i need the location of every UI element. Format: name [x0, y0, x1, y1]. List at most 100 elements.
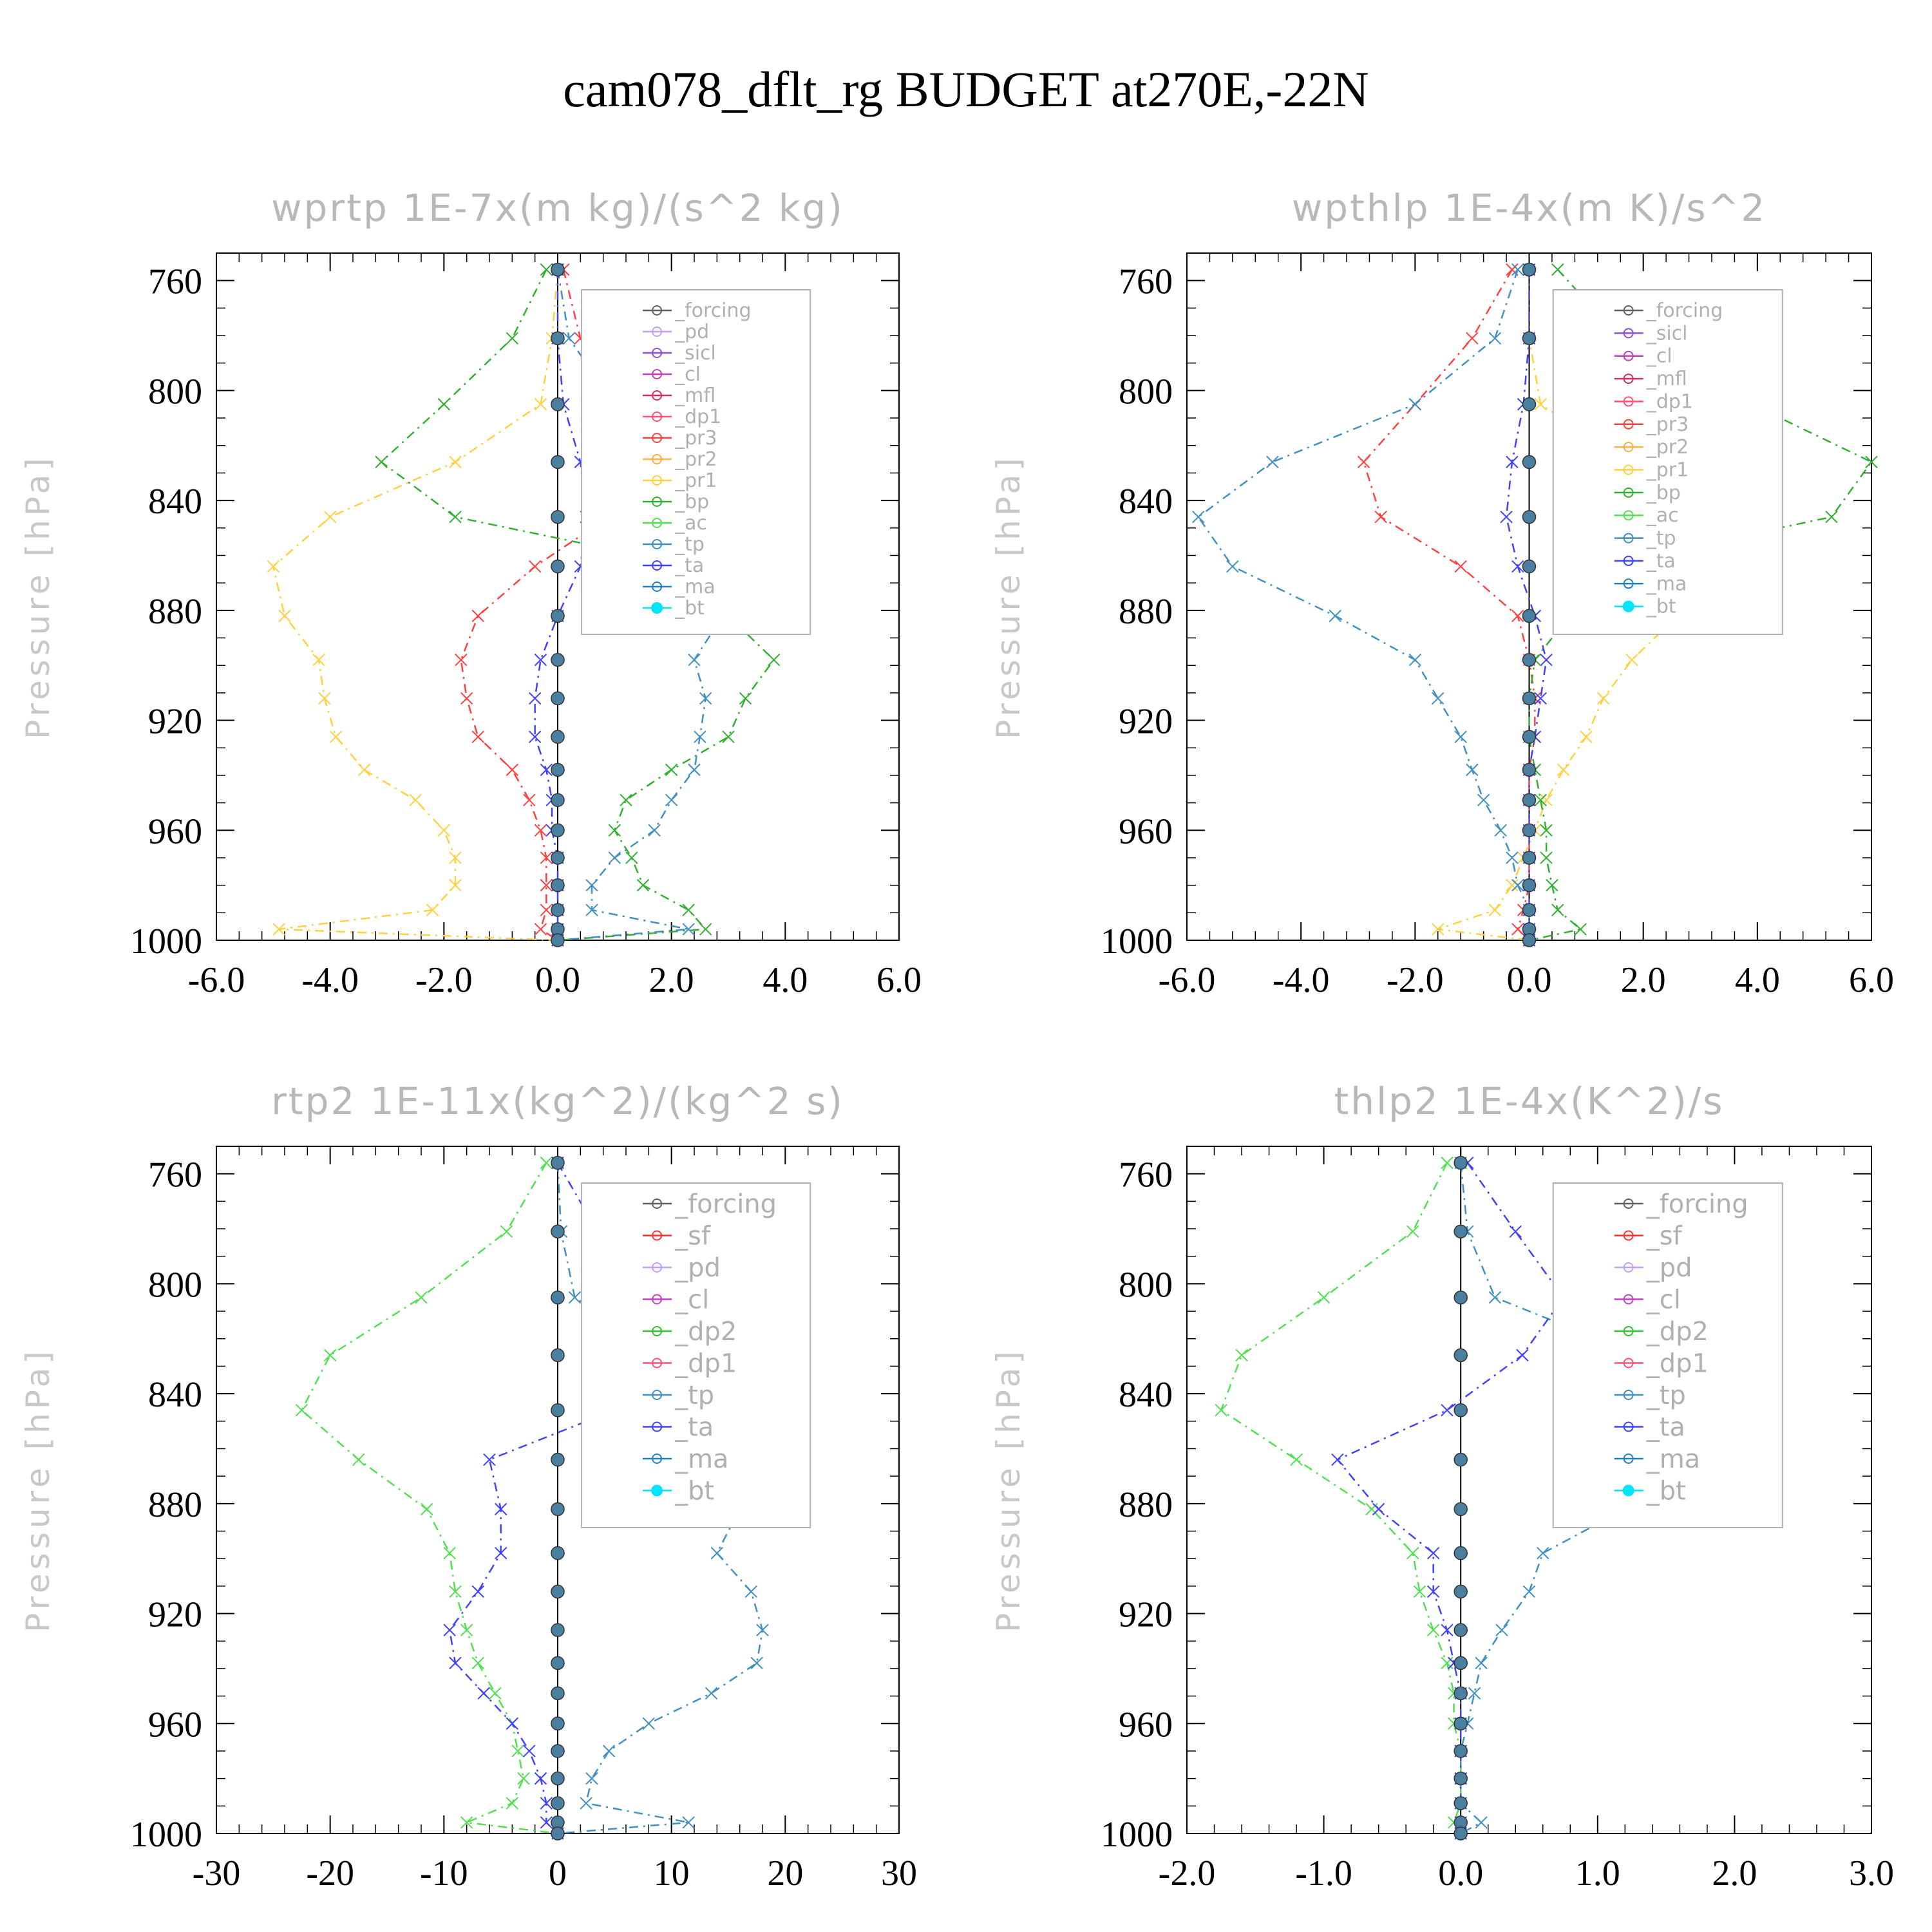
bt-marker: [551, 1546, 565, 1560]
data-point: [449, 511, 462, 524]
series-dp1: [1215, 1156, 1467, 1840]
bt-marker: [1454, 1155, 1468, 1170]
bt-marker: [551, 455, 565, 469]
data-point: [540, 1156, 553, 1170]
x-tick-label: -2.0: [1159, 1853, 1216, 1893]
bt-marker: [1522, 652, 1537, 667]
bt-marker: [1454, 1224, 1468, 1239]
legend-entry: _cl: [1614, 345, 1672, 368]
bt-marker: [551, 1623, 565, 1637]
data-point: [272, 923, 285, 936]
legend-label: _dp2: [674, 1317, 737, 1347]
x-tick-label: 0.0: [1507, 960, 1552, 1000]
data-point: [449, 1585, 462, 1598]
data-point: [1494, 824, 1507, 837]
legend-swatch-marker: [1623, 1294, 1634, 1305]
series-line: [380, 269, 775, 942]
legend-entry: _pd: [643, 321, 709, 343]
legend-entry: _bt: [1614, 596, 1676, 618]
legend-label: _ma: [1646, 1444, 1700, 1474]
data-point: [1495, 1624, 1508, 1636]
legend-label: _bt: [1646, 596, 1676, 618]
legend-swatch-marker: [1623, 328, 1634, 339]
legend-label: _pr3: [1646, 413, 1689, 436]
legend-swatch-marker: [652, 539, 663, 549]
panel-title: wprtp 1E-7x(m kg)/(s^2 kg): [271, 186, 844, 230]
data-point: [523, 1745, 536, 1757]
legend-entry: _forcing: [1614, 299, 1723, 322]
legend-label: _ta: [1646, 550, 1676, 573]
series-line: [448, 1162, 690, 1834]
data-point: [460, 1624, 473, 1636]
bt-marker: [1522, 903, 1537, 917]
legend-label: _sicl: [1646, 322, 1688, 345]
legend-swatch-marker: [1623, 442, 1634, 453]
bt-marker: [551, 762, 565, 777]
legend-swatch-marker: [1623, 1230, 1634, 1241]
data-point: [1625, 653, 1638, 667]
data-point: [267, 560, 280, 573]
legend-label: _sicl: [674, 342, 716, 365]
data-point: [534, 1772, 547, 1785]
data-point: [585, 1772, 598, 1785]
x-tick-label: 0: [549, 1853, 567, 1893]
legend-label: _ta: [1646, 1413, 1685, 1443]
legend-swatch-dot: [1622, 600, 1634, 612]
legend-swatch-dot: [651, 1484, 663, 1497]
y-tick-label: 760: [148, 1155, 202, 1195]
data-point: [523, 793, 536, 807]
legend-swatch-marker: [652, 1230, 663, 1241]
data-point: [483, 1453, 496, 1466]
series-ta: [1331, 1156, 1570, 1840]
data-point: [1317, 1291, 1331, 1304]
data-point: [1551, 263, 1564, 276]
data-point: [682, 904, 695, 916]
legend: _forcing _sf_pd_cl_dp2_dp1_tp _ta_ma _bt: [1552, 1182, 1783, 1528]
data-point: [1509, 1225, 1522, 1238]
data-point: [1454, 730, 1467, 743]
y-tick-label: 840: [1119, 1375, 1173, 1415]
legend-label: _pd: [674, 321, 709, 343]
data-point: [665, 763, 678, 777]
legend-label: _ma: [1646, 573, 1687, 595]
data-point: [648, 824, 661, 837]
legend: _forcing_sicl_cl_mfl_dp1_pr3_pr2_pr1_bp_…: [1552, 289, 1783, 635]
series-line: [1197, 269, 1530, 940]
legend-entry: _mfl: [643, 384, 715, 407]
legend-swatch-marker: [652, 1198, 663, 1209]
x-tick-label: -6.0: [188, 960, 245, 1000]
data-point: [295, 1404, 308, 1417]
legend-label: _forcing: [1646, 1189, 1748, 1219]
legend-entry: _sf: [643, 1222, 711, 1251]
x-tick-label: -6.0: [1159, 960, 1216, 1000]
series-line: [300, 1162, 558, 1835]
legend-label: _bp: [674, 491, 709, 513]
bt-marker: [551, 1290, 565, 1305]
legend-swatch-marker: [1623, 1390, 1634, 1400]
legend-label: _bp: [1646, 482, 1681, 504]
legend-entry: _forcing: [643, 299, 752, 322]
legend-entry: _dp1: [643, 406, 721, 428]
legend-label: _cl: [674, 363, 701, 386]
y-tick-label: 1000: [130, 1815, 202, 1855]
legend-label: _ta: [674, 1413, 714, 1443]
data-point: [750, 1656, 763, 1670]
data-point: [421, 1502, 433, 1516]
bt-marker: [1522, 878, 1537, 893]
series-line: [534, 269, 587, 940]
x-tick-label: -30: [193, 1853, 241, 1893]
data-point: [694, 730, 706, 743]
data-point: [756, 1624, 769, 1636]
chart-panel-3: rtp2 1E-11x(kg^2)/(kg^2 s) Pressure [hPa]…: [19, 1079, 917, 1893]
legend-entry: _ta: [1614, 550, 1676, 573]
data-point: [1534, 692, 1547, 705]
bt-marker: [551, 691, 565, 706]
legend-entry: _ac: [643, 512, 707, 535]
y-tick-label: 960: [1119, 1705, 1173, 1745]
data-point: [1432, 923, 1444, 936]
y-tick-label: 840: [148, 482, 202, 522]
data-point: [1500, 511, 1513, 524]
data-point: [1516, 1349, 1529, 1362]
bt-marker: [1522, 823, 1537, 838]
data-point: [1522, 1585, 1536, 1598]
